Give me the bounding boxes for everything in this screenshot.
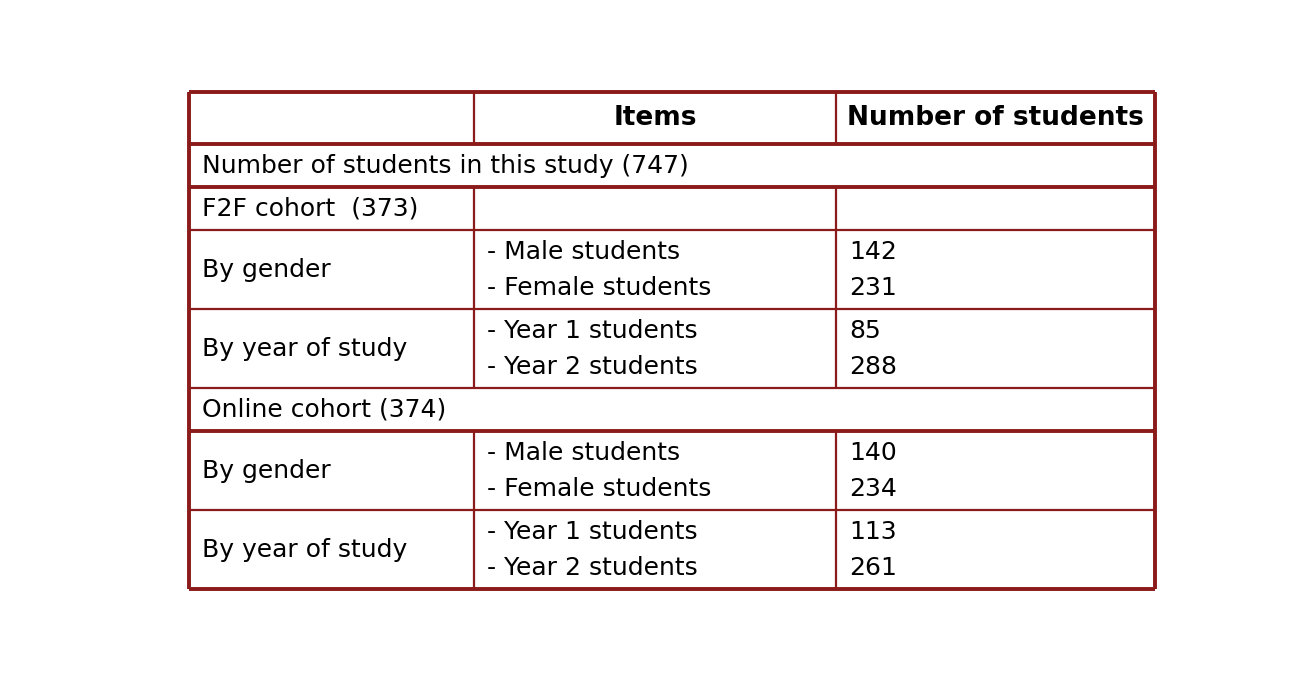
Text: 140: 140 — [849, 441, 897, 464]
Text: By year of study: By year of study — [201, 538, 407, 562]
Text: 142: 142 — [849, 240, 897, 263]
Text: - Year 2 students: - Year 2 students — [487, 556, 697, 580]
Text: Items: Items — [613, 105, 697, 132]
Text: - Female students: - Female students — [487, 276, 712, 300]
Text: By gender: By gender — [201, 459, 331, 483]
Text: 85: 85 — [849, 319, 882, 343]
Text: 234: 234 — [849, 477, 897, 501]
Text: 261: 261 — [849, 556, 897, 580]
Text: By year of study: By year of study — [201, 337, 407, 360]
Text: - Year 2 students: - Year 2 students — [487, 355, 697, 379]
Text: - Male students: - Male students — [487, 240, 680, 263]
Text: F2F cohort  (373): F2F cohort (373) — [201, 196, 419, 221]
Text: 231: 231 — [849, 276, 897, 300]
Text: - Male students: - Male students — [487, 441, 680, 464]
Text: - Year 1 students: - Year 1 students — [487, 319, 697, 343]
Text: Number of students: Number of students — [848, 105, 1144, 132]
Text: By gender: By gender — [201, 258, 331, 281]
Text: 113: 113 — [849, 520, 897, 543]
Text: - Year 1 students: - Year 1 students — [487, 520, 697, 543]
Text: Online cohort (374): Online cohort (374) — [201, 398, 446, 422]
Text: Number of students in this study (747): Number of students in this study (747) — [201, 154, 689, 178]
Text: 288: 288 — [849, 355, 897, 379]
Text: - Female students: - Female students — [487, 477, 712, 501]
